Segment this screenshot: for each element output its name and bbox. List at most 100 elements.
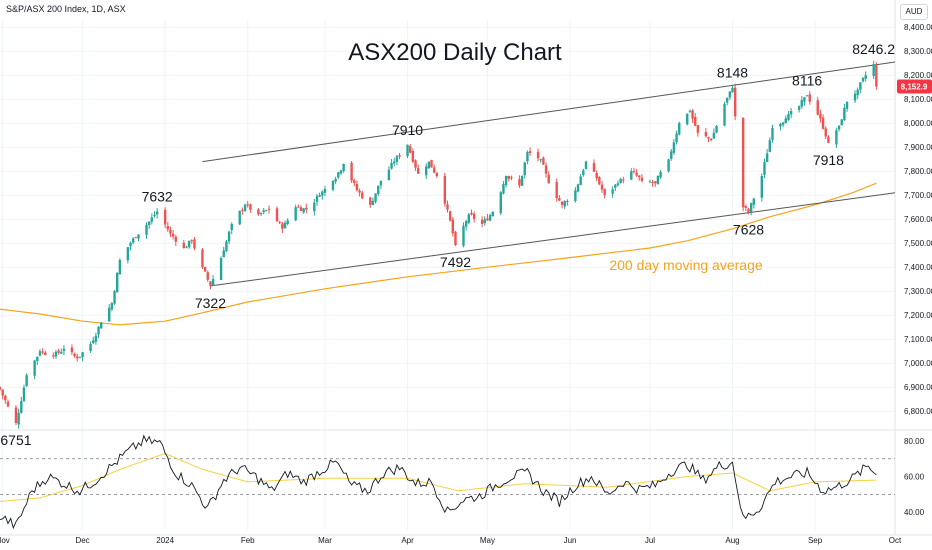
candle[interactable] [856,87,859,99]
candle-body[interactable] [731,87,734,93]
candle[interactable] [73,352,76,358]
candle[interactable] [38,349,42,357]
candle[interactable] [241,207,244,215]
candle[interactable] [584,160,588,170]
candle-body[interactable] [190,240,193,242]
candle-body[interactable] [166,225,170,230]
candle[interactable] [749,202,753,216]
candle[interactable] [651,179,654,187]
candle[interactable] [185,245,188,249]
candle-body[interactable] [616,183,620,186]
candle-body[interactable] [648,181,652,183]
candle-body[interactable] [611,189,614,194]
candle-body[interactable] [672,142,676,153]
candle-body[interactable] [145,224,148,235]
candle[interactable] [315,193,319,206]
candle-body[interactable] [696,125,700,133]
candle[interactable] [398,152,401,160]
candle[interactable] [542,156,545,165]
candle[interactable] [219,256,223,281]
candle[interactable] [358,188,361,197]
candle[interactable] [472,211,476,223]
candle-body[interactable] [243,204,247,212]
candle-body[interactable] [44,352,47,356]
candle-body[interactable] [560,201,564,205]
candle-body[interactable] [430,159,433,168]
candle-body[interactable] [486,218,489,221]
candle[interactable] [166,221,170,232]
candle-body[interactable] [182,242,185,248]
candle-body[interactable] [576,184,580,192]
candle[interactable] [670,148,673,161]
candle-body[interactable] [504,176,508,186]
candle[interactable] [390,158,393,170]
candle[interactable] [678,121,681,136]
candle-body[interactable] [619,178,622,183]
candle[interactable] [486,213,489,221]
candle-body[interactable] [446,204,449,210]
candle[interactable] [137,234,140,242]
candle-body[interactable] [97,326,100,335]
candle-body[interactable] [153,215,156,217]
candle-body[interactable] [691,110,694,119]
candle-body[interactable] [414,160,417,168]
candle-body[interactable] [635,172,638,176]
candle-body[interactable] [603,188,606,196]
candle[interactable] [334,176,337,184]
candle-body[interactable] [286,220,289,224]
candle-body[interactable] [201,249,204,268]
candle-body[interactable] [369,197,372,205]
candle-body[interactable] [211,279,215,286]
candle-body[interactable] [614,184,617,188]
candle[interactable] [579,173,582,186]
candle[interactable] [731,84,734,93]
candle-body[interactable] [686,113,689,125]
candle[interactable] [547,171,550,184]
candle-body[interactable] [499,192,502,214]
candle[interactable] [859,82,862,94]
candle[interactable] [614,183,617,192]
candle[interactable] [113,290,116,305]
candle-body[interactable] [797,106,801,110]
candle[interactable] [688,109,692,113]
candle[interactable] [355,180,359,192]
candle-body[interactable] [395,156,399,162]
candle-body[interactable] [710,138,713,140]
candle[interactable] [827,135,830,144]
candle[interactable] [369,196,372,208]
candle-body[interactable] [305,207,308,210]
rsi-pane[interactable] [0,434,895,530]
candle-body[interactable] [129,242,132,247]
candle[interactable] [667,158,670,173]
candle-body[interactable] [824,128,827,137]
candle[interactable] [779,122,782,131]
candle-body[interactable] [435,172,439,176]
candle-body[interactable] [315,196,319,202]
candle[interactable] [803,97,806,106]
candle-body[interactable] [377,185,380,194]
candle-body[interactable] [358,190,361,193]
candle[interactable] [875,62,878,90]
candle-body[interactable] [281,223,284,229]
candle[interactable] [483,216,486,226]
candles-layer[interactable] [0,60,878,429]
candle-body[interactable] [155,211,159,215]
candle-body[interactable] [355,183,359,191]
candle-body[interactable] [659,172,662,178]
candle[interactable] [342,163,345,173]
candle-body[interactable] [62,348,66,351]
candle-body[interactable] [566,201,569,203]
candle-body[interactable] [523,162,526,176]
candle-body[interactable] [78,356,82,358]
candle-body[interactable] [76,356,79,359]
candle[interactable] [574,187,577,203]
candle[interactable] [331,180,335,192]
candle[interactable] [861,77,865,83]
candle-body[interactable] [592,163,596,172]
candle[interactable] [54,349,58,359]
candle-body[interactable] [856,89,859,96]
candle[interactable] [451,216,455,237]
candle-body[interactable] [526,152,529,162]
candle[interactable] [249,203,252,213]
